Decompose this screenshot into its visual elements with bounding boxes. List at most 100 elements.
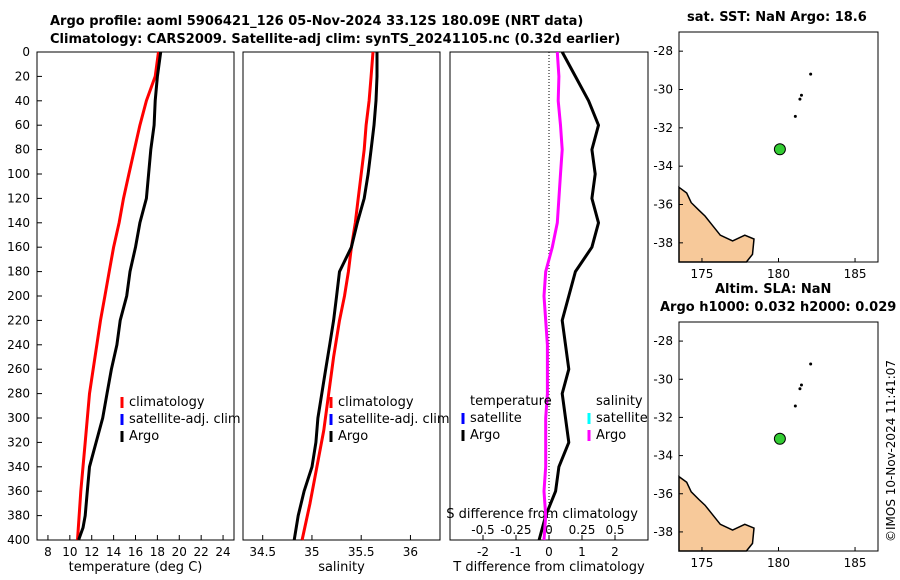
map-sla-island	[798, 387, 802, 391]
salinity-series-climatology	[300, 51, 375, 541]
salinity-legend-label: Argo	[338, 429, 368, 444]
depth-ytick-label: 260	[7, 362, 30, 376]
map-sla-land	[678, 475, 755, 552]
sal-difference-tick-label: 0.25	[569, 523, 596, 537]
temp-difference-xtick-label: -2	[477, 545, 489, 559]
temperature-xtick-label: 24	[215, 545, 230, 559]
difference-legend-salinity-label: Argo	[596, 428, 626, 443]
depth-ytick-label: 200	[7, 289, 30, 303]
temperature-xtick-label: 14	[106, 545, 121, 559]
temp-difference-xtick-label: 2	[611, 545, 619, 559]
depth-ytick-label: 320	[7, 435, 30, 449]
temp-difference-argo-line	[537, 51, 600, 541]
map-sla-ytick-label: -28	[653, 334, 673, 348]
salinity-axes	[242, 51, 441, 541]
difference-legend-temperature-title: temperature	[470, 394, 552, 409]
salinity-xtick-label: 34.5	[249, 545, 276, 559]
salinity-xtick-label: 35.5	[348, 545, 375, 559]
map-sst-ytick-label: -30	[653, 83, 673, 97]
map-sla-island	[809, 362, 813, 366]
map-sla-island	[793, 404, 797, 408]
depth-ytick-label: 240	[7, 338, 30, 352]
map-sla-xtick-label: 180	[767, 556, 790, 570]
header-line-2: Climatology: CARS2009. Satellite-adj cli…	[50, 32, 621, 47]
temperature-xlabel: temperature (deg C)	[69, 560, 203, 575]
sal-difference-tick-label: -0.25	[500, 523, 531, 537]
depth-ytick-label: 100	[7, 167, 30, 181]
map-sst-xtick-label: 175	[691, 267, 714, 281]
temperature-legend-label: satellite-adj. clim	[129, 412, 241, 427]
map-sst-xtick-label: 180	[767, 267, 790, 281]
depth-ytick-label: 40	[15, 94, 30, 108]
depth-ytick-label: 160	[7, 240, 30, 254]
map-sst-ytick-label: -36	[653, 198, 673, 212]
depth-ytick-label: 360	[7, 484, 30, 498]
temperature-xtick-label: 16	[128, 545, 143, 559]
temperature-xtick-label: 8	[44, 545, 52, 559]
depth-ytick-label: 140	[7, 216, 30, 230]
temperature-xtick-label: 12	[84, 545, 99, 559]
depth-ytick-label: 400	[7, 533, 30, 547]
map-sla-title: Altim. SLA: NaN	[715, 282, 832, 297]
salinity-series-argo	[292, 52, 379, 541]
temp-difference-xtick-label: 0	[545, 545, 553, 559]
map-sla-ytick-label: -30	[653, 372, 673, 386]
map-sla-island	[799, 383, 803, 387]
temperature-xtick-label: 22	[194, 545, 209, 559]
sal-difference-argo-line	[542, 51, 564, 541]
temperature-xtick-label: 10	[62, 545, 77, 559]
depth-ytick-label: 60	[15, 118, 30, 132]
sal-difference-xlabel: S difference from climatology	[446, 507, 638, 522]
map-sst-argo-position-marker	[773, 143, 786, 156]
difference-legend-temperature-label: Argo	[470, 428, 500, 443]
depth-ytick-label: 380	[7, 509, 30, 523]
difference-legend-temperature-label: satellite	[470, 411, 522, 426]
map-sst-island	[799, 93, 803, 97]
salinity-legend-label: climatology	[338, 395, 414, 410]
temperature-series-argo	[77, 51, 163, 541]
map-sla-ytick-label: -36	[653, 487, 673, 501]
map-sst-island	[793, 114, 797, 118]
map-sla-xtick-label: 175	[691, 556, 714, 570]
salinity-xtick-label: 36	[403, 545, 418, 559]
temperature-legend-label: Argo	[129, 429, 159, 444]
depth-ytick-label: 180	[7, 265, 30, 279]
map-sla-subtitle: Argo h1000: 0.032 h2000: 0.029	[660, 300, 897, 315]
map-sst-ytick-label: -38	[653, 236, 673, 250]
depth-ytick-label: 20	[15, 69, 30, 83]
difference-legend-salinity-title: salinity	[596, 394, 643, 409]
map-sst-island	[798, 97, 802, 101]
map-sst-xtick-label: 185	[844, 267, 867, 281]
map-sla-ytick-label: -32	[653, 410, 673, 424]
map-sst-island	[809, 72, 813, 76]
depth-ytick-label: 0	[22, 45, 30, 59]
temperature-legend-label: climatology	[129, 395, 205, 410]
temperature-xtick-label: 18	[150, 545, 165, 559]
sal-difference-tick-label: 0.5	[605, 523, 624, 537]
map-sst-ytick-label: -34	[653, 159, 673, 173]
depth-ytick-label: 340	[7, 460, 30, 474]
depth-ytick-label: 220	[7, 313, 30, 327]
depth-ytick-label: 280	[7, 387, 30, 401]
map-sst-title: sat. SST: NaN Argo: 18.6	[687, 10, 867, 25]
map-sst-ytick-label: -32	[653, 121, 673, 135]
temperature-series-climatology	[76, 51, 160, 541]
map-sst-land	[678, 185, 755, 263]
temp-difference-xtick-label: -1	[510, 545, 522, 559]
sal-difference-tick-label: -0.5	[471, 523, 494, 537]
temp-difference-xtick-label: 1	[578, 545, 586, 559]
depth-ytick-label: 80	[15, 143, 30, 157]
salinity-legend-label: satellite-adj. clim	[338, 412, 450, 427]
difference-legend-salinity-label: satellite	[596, 411, 648, 426]
header-line-1: Argo profile: aoml 5906421_126 05-Nov-20…	[50, 14, 584, 29]
salinity-xlabel: salinity	[318, 560, 365, 575]
temperature-axes	[36, 51, 235, 541]
map-sst-ytick-label: -28	[653, 44, 673, 58]
depth-ytick-label: 120	[7, 191, 30, 205]
sal-difference-tick-label: 0	[545, 523, 553, 537]
depth-ytick-label: 300	[7, 411, 30, 425]
map-sla-ytick-label: -34	[653, 449, 673, 463]
map-sla-xtick-label: 185	[844, 556, 867, 570]
salinity-xtick-label: 35	[304, 545, 319, 559]
